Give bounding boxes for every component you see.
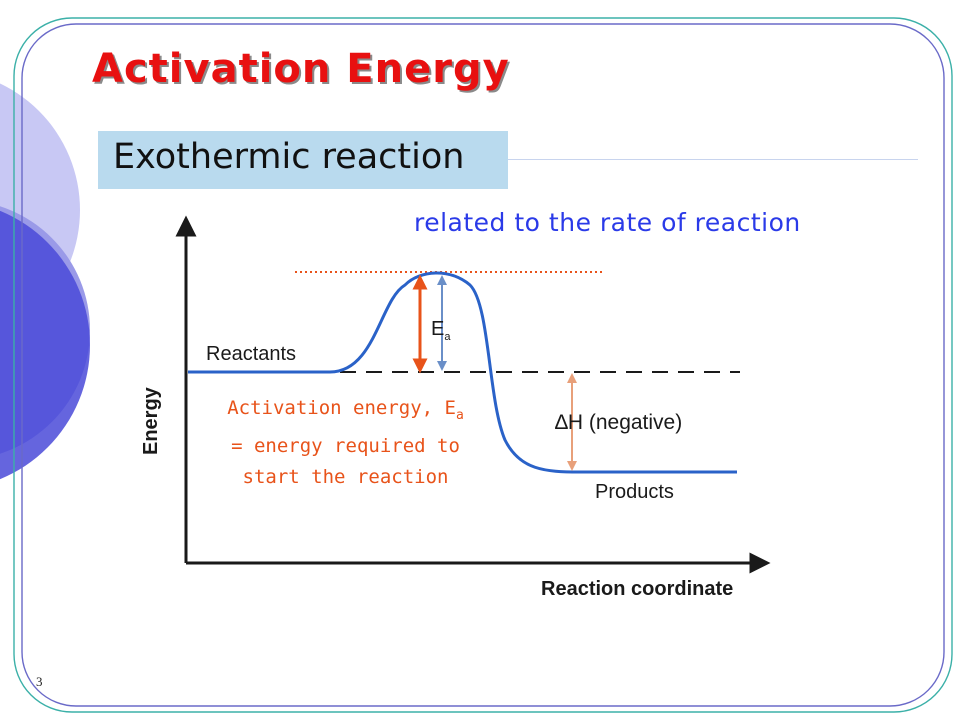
activation-energy-note: Activation energy, Ea = energy required … [203, 393, 488, 493]
ea-label-subscript: a [444, 331, 451, 343]
slide-title: Activation Energy [92, 46, 510, 92]
y-axis-label: Energy [140, 387, 162, 455]
ea-label: Ea [431, 318, 450, 343]
activation-note-line1-text: Activation energy, E [227, 397, 456, 419]
activation-note-subscript: a [455, 407, 464, 423]
delta-h-label: ∆H (negative) [555, 411, 683, 434]
activation-note-line2: = energy required to [231, 434, 460, 457]
products-label: Products [595, 481, 674, 503]
subtitle-rule [508, 159, 918, 160]
slide-frame-outer [13, 17, 953, 713]
slide-frame-inner [21, 23, 945, 707]
reaction-curve [188, 271, 737, 474]
slide-subtitle: Exothermic reaction [113, 137, 465, 177]
page-number: 3 [36, 674, 43, 689]
reactants-label: Reactants [206, 343, 297, 365]
activation-note-line3: start the reaction [242, 465, 449, 488]
activation-note-line1: Activation energy, Ea [203, 393, 488, 431]
ea-label-main: E [431, 318, 445, 340]
rate-note: related to the rate of reaction [414, 208, 801, 237]
x-axis-label: Reaction coordinate [541, 578, 734, 600]
subtitle-box [98, 131, 508, 189]
